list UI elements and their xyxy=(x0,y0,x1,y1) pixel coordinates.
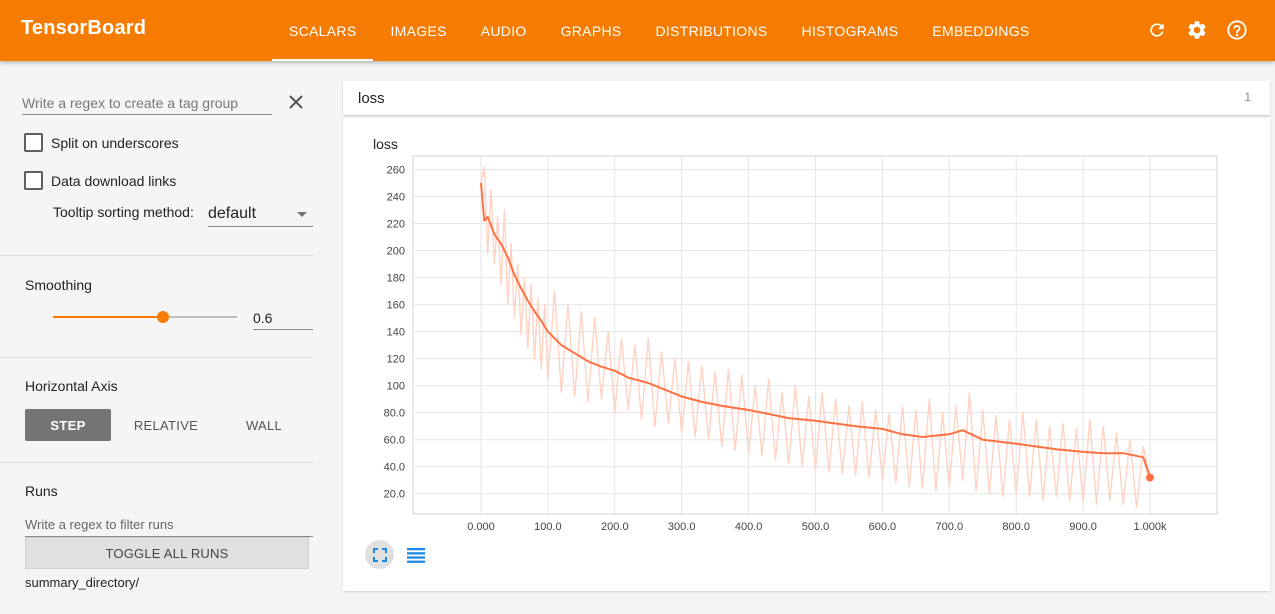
smoothing-slider-fill xyxy=(53,316,164,318)
x-tick-label: 300.0 xyxy=(668,521,696,533)
last-point-marker xyxy=(1146,473,1154,482)
tab-audio[interactable]: AUDIO xyxy=(480,22,527,39)
run-item[interactable]: summary_directory/ xyxy=(25,575,140,590)
raw-series-line xyxy=(480,166,1151,508)
tab-histograms[interactable]: HISTOGRAMS xyxy=(801,22,899,39)
y-tick-label: 100 xyxy=(387,381,405,393)
data-table-icon[interactable] xyxy=(401,540,430,569)
tag-regex-input[interactable] xyxy=(22,91,272,115)
top-actions xyxy=(1143,16,1251,44)
split-underscores-checkbox[interactable] xyxy=(24,133,43,152)
horizontal-axis-buttons: STEP RELATIVE WALL xyxy=(25,409,307,441)
x-tick-label: 200.0 xyxy=(601,521,629,533)
x-tick-label: 700.0 xyxy=(936,521,964,533)
download-links-label: Data download links xyxy=(51,172,177,189)
axis-step-button[interactable]: STEP xyxy=(25,409,111,441)
axis-relative-button[interactable]: RELATIVE xyxy=(133,417,199,433)
x-tick-label: 1.000k xyxy=(1133,521,1167,533)
tooltip-sorting-value: default xyxy=(208,205,257,222)
tag-group-title: loss xyxy=(358,90,385,107)
tab-images[interactable]: IMAGES xyxy=(390,22,447,39)
y-tick-label: 220 xyxy=(387,219,405,231)
x-tick-label: 800.0 xyxy=(1002,521,1030,533)
tab-graphs[interactable]: GRAPHS xyxy=(560,22,622,39)
smoothing-slider-thumb[interactable] xyxy=(157,311,170,323)
y-tick-label: 240 xyxy=(387,192,405,204)
smoothing-title: Smoothing xyxy=(25,277,92,293)
x-tick-label: 600.0 xyxy=(869,521,897,533)
tab-distributions[interactable]: DISTRIBUTIONS xyxy=(655,22,768,39)
dashboard-tabs: SCALARS IMAGES AUDIO GRAPHS DISTRIBUTIONS HIS… xyxy=(272,0,1047,61)
fullscreen-icon[interactable] xyxy=(365,540,394,569)
horizontal-axis-title: Horizontal Axis xyxy=(25,378,118,394)
x-tick-label: 400.0 xyxy=(735,521,763,533)
tag-settings-section: Split on underscores Data download links… xyxy=(0,61,313,256)
smoothed-series-line xyxy=(480,182,1151,478)
tooltip-sorting-select[interactable]: default xyxy=(208,202,313,227)
y-tick-label: 180 xyxy=(387,273,405,285)
x-tick-label: 500.0 xyxy=(802,521,830,533)
download-links-checkbox[interactable] xyxy=(24,171,43,190)
tab-scalars[interactable]: SCALARS xyxy=(272,0,374,61)
y-tick-label: 60.0 xyxy=(384,435,405,447)
tag-group-header[interactable]: loss 1 xyxy=(343,81,1270,115)
tag-group-count: 1 xyxy=(1244,90,1251,104)
top-app-bar: TensorBoard SCALARS IMAGES AUDIO GRAPHS DIST… xyxy=(0,0,1275,61)
scalar-chart-card: loss 20.0 40.0 60.0 80.0 100 120 140 160 180 200 2… xyxy=(343,118,1270,591)
x-tick-label: 100.0 xyxy=(534,521,562,533)
smoothing-slider[interactable] xyxy=(53,311,237,323)
y-tick-label: 120 xyxy=(387,354,405,366)
toggle-all-runs-button[interactable]: TOGGLE ALL RUNS xyxy=(25,537,309,569)
split-underscores-label: Split on underscores xyxy=(51,134,179,151)
app-title: TensorBoard xyxy=(21,17,147,39)
y-tick-label: 260 xyxy=(387,165,405,177)
y-tick-label: 20.0 xyxy=(384,489,405,501)
settings-icon[interactable] xyxy=(1183,16,1211,44)
chart-title: loss xyxy=(373,136,398,152)
y-tick-label: 80.0 xyxy=(384,408,405,420)
axis-wall-button[interactable]: WALL xyxy=(245,417,283,433)
y-tick-label: 140 xyxy=(387,327,405,339)
smoothing-value-input[interactable] xyxy=(253,306,313,330)
smoothing-section: Smoothing xyxy=(0,256,313,358)
runs-filter-input[interactable] xyxy=(25,513,313,537)
tooltip-sorting-label: Tooltip sorting method: xyxy=(53,204,194,220)
y-tick-label: 160 xyxy=(387,300,405,312)
help-icon[interactable] xyxy=(1223,16,1251,44)
y-tick-label: 40.0 xyxy=(384,462,405,474)
x-tick-label: 900.0 xyxy=(1069,521,1097,533)
divider xyxy=(0,357,313,358)
download-links-row: Data download links xyxy=(24,171,176,190)
tab-embeddings[interactable]: EMBEDDINGS xyxy=(932,22,1030,39)
y-tick-label: 200 xyxy=(387,246,405,258)
divider xyxy=(0,462,313,463)
refresh-icon[interactable] xyxy=(1143,16,1171,44)
close-icon[interactable] xyxy=(286,92,306,112)
loss-chart[interactable]: 20.0 40.0 60.0 80.0 100 120 140 160 180 200 220 240… xyxy=(343,118,1270,538)
chart-toolbar xyxy=(365,540,430,569)
runs-title: Runs xyxy=(25,483,58,499)
split-underscores-row: Split on underscores xyxy=(24,133,179,152)
chevron-down-icon xyxy=(297,212,307,217)
x-tick-label: 0.000 xyxy=(467,521,495,533)
sidebar: Split on underscores Data download links… xyxy=(0,61,313,614)
